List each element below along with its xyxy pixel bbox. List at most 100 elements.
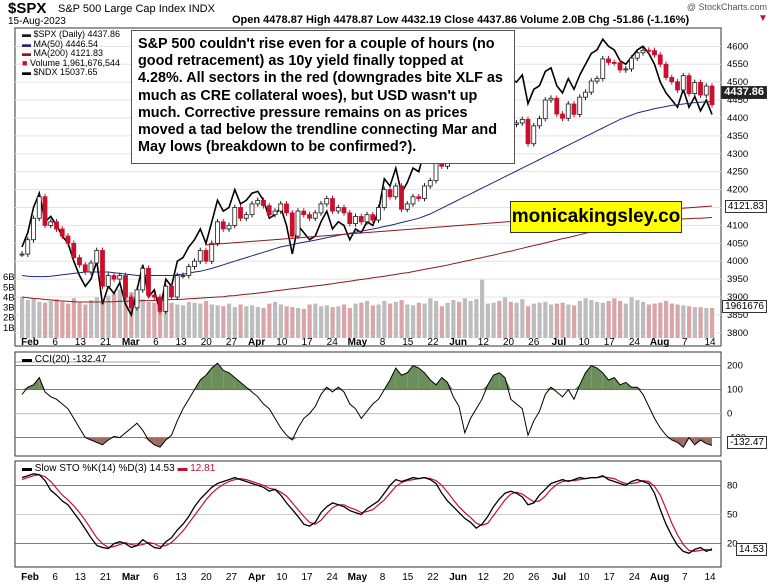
volume-bar [313,303,318,338]
volume-bar [169,302,174,338]
volume-bar [497,300,502,338]
price-tick-label: 3850 [727,310,748,321]
candle-body [611,62,617,64]
volume-bar [106,295,111,338]
volume-bar [428,298,433,338]
volume-bar [445,302,450,338]
cci-fill-negative [671,437,678,443]
legend-ndx: ▬ $NDX 15037.65 [22,67,98,78]
cci-series [21,362,713,448]
x-tick-label: May [348,572,368,583]
x-tick-label: 24 [327,572,339,583]
candle-body [399,185,404,210]
volume-bar [399,300,404,338]
x-tick-label: 21 [100,337,112,348]
price-tick-label: 4100 [727,220,748,231]
candle-body [600,58,606,79]
x-tick-label: 10 [579,572,591,583]
candle-body [226,224,232,230]
volume-tick-label: 6B [3,272,15,283]
legend: ▬ $SPX (Daily) 4437.86 ▬ MA(50) 4446.54 … [22,29,120,78]
volume-bar [301,308,306,338]
x-tick-label: 17 [301,572,313,583]
candle-body [416,196,422,199]
cci-fill-positive [591,365,597,390]
cci-fill-positive [27,384,34,390]
cci-legend: ▬ CCI(20) -132.47 [22,354,107,365]
volume-bar [112,293,117,338]
volume-bar [531,303,536,338]
candle-body [422,185,427,199]
candle-body [65,235,71,244]
volume-bar [94,297,99,338]
candle-body [698,82,703,96]
volume-bar [646,304,651,338]
volume-bar [675,304,680,338]
candle-body [330,198,335,212]
volume-bar [54,299,59,338]
candle-body [31,217,36,241]
x-tick-label: 13 [176,337,188,348]
price-tick-label: 4500 [727,77,748,88]
candle-body [335,207,341,212]
volume-badge: 1961676 [722,300,767,313]
candle-body [588,80,594,93]
volume-bar [342,304,347,338]
volume-bar [43,302,48,338]
x-tick-label: Apr [248,572,265,583]
x-tick-label: 6 [153,572,159,583]
volume-tick-label: 3B [3,303,15,314]
candle-body [295,210,301,237]
x-tick-label: 24 [327,337,339,348]
candle-body [203,250,209,262]
candle-body [410,196,416,205]
x-tick-label: Aug [650,337,669,348]
ma200-badge: 4121.83 [724,200,767,213]
volume-bar [123,285,128,338]
chart-date: 15-Aug-2023 [8,16,66,27]
x-tick-label: 14 [704,337,716,348]
candle-body [640,49,646,54]
x-tick-label: 12 [478,572,490,583]
candle-body [347,212,353,225]
candle-body [255,199,261,205]
x-tick-label: 15 [402,572,414,583]
volume-bar [117,289,122,338]
x-tick-label: 20 [503,337,515,348]
volume-bar [135,297,140,338]
candle-body [577,96,583,115]
candle-body [266,205,272,216]
cci-fill-positive [424,372,431,390]
candle-body [174,275,180,298]
volume-bar [451,300,456,338]
volume-bar [296,308,301,338]
volume-bar [393,301,398,338]
volume-bar [416,302,421,338]
candle-body [370,214,376,221]
volume-bar [612,298,617,338]
commentary-box: S&P 500 couldn't rise even for a couple … [131,30,515,164]
cci-fill-positive [441,377,448,390]
volume-bar [589,300,594,338]
volume-bar [77,302,82,338]
candle-body [209,242,215,262]
change-arrow: ▼ [758,13,768,24]
x-tick-label: 7 [682,572,688,583]
cci-fill-positive [217,363,224,390]
candle-body [623,68,629,71]
volume-bar [261,308,266,338]
price-badge: 4437.86 [721,86,767,99]
x-tick-label: 17 [301,337,313,348]
volume-bar [198,303,203,338]
volume-bar [462,298,467,338]
volume-bar [71,298,76,338]
volume-bar [25,300,30,338]
x-tick-label: 13 [75,572,87,583]
cci-fill-positive [608,377,615,390]
candle-body [629,57,634,70]
x-tick-label: 6 [153,337,159,348]
candle-body [703,85,709,96]
cci-fill-positive [436,377,442,390]
